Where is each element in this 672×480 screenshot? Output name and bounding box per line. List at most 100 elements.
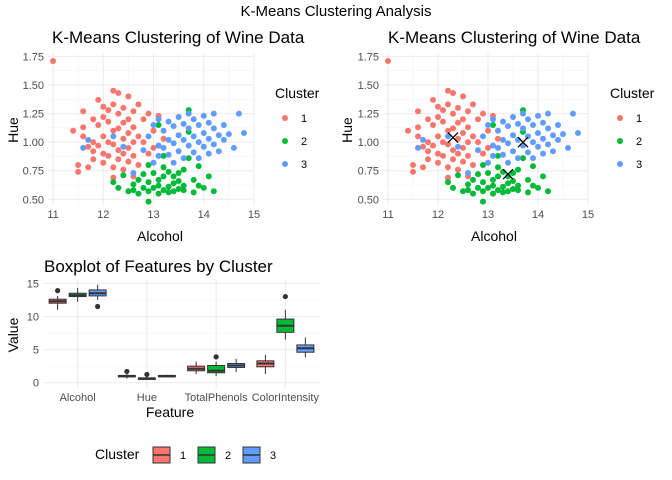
y-tick-label: 0.75: [358, 166, 379, 178]
data-point-cluster-1: [120, 135, 127, 142]
data-point-cluster-1: [415, 133, 421, 140]
legend-key-cluster-2: [197, 446, 216, 464]
data-point-cluster-1: [440, 107, 446, 114]
data-point-cluster-1: [115, 147, 122, 154]
data-point-cluster-1: [430, 122, 436, 128]
y-tick-label: 15: [27, 278, 39, 290]
data-point-cluster-3: [480, 133, 486, 140]
data-point-cluster-2: [530, 163, 536, 170]
box-ColorIntensity-cluster-3: [296, 337, 315, 358]
data-point-cluster-1: [450, 90, 456, 96]
data-point-cluster-1: [85, 143, 92, 150]
data-point-cluster-3: [520, 125, 526, 132]
data-point-cluster-3: [530, 122, 536, 128]
legend-label-cluster-2: 2: [636, 136, 642, 148]
data-point-cluster-1: [445, 174, 451, 181]
box-ColorIntensity-cluster-2: [276, 293, 295, 340]
data-point-cluster-1: [425, 156, 431, 163]
data-point-cluster-3: [540, 119, 546, 126]
data-point-cluster-3: [515, 155, 521, 162]
data-point-cluster-3: [540, 150, 546, 157]
data-point-cluster-1: [105, 107, 112, 114]
legend-label-cluster-1: 1: [301, 113, 307, 125]
data-point-cluster-2: [140, 171, 147, 178]
y-tick-label: 10: [27, 311, 39, 323]
data-point-cluster-2: [150, 170, 157, 176]
legend-key-cluster-3: [242, 446, 261, 464]
legend-label-cluster-3: 3: [636, 159, 642, 171]
data-point-cluster-2: [480, 198, 486, 205]
boxplot-panel: Boxplot of Features by Cluster 0 5 10 15 Al…: [5, 257, 320, 420]
data-point-cluster-1: [70, 127, 77, 134]
data-point-cluster-1: [100, 159, 107, 166]
data-point-cluster-1: [110, 87, 117, 94]
data-point-cluster-3: [555, 136, 561, 143]
data-point-cluster-2: [520, 155, 526, 162]
x-tick-label: 14: [198, 209, 210, 221]
data-point-cluster-1: [135, 133, 142, 140]
data-point-cluster-1: [120, 166, 127, 173]
data-point-cluster-3: [575, 130, 581, 136]
data-point-cluster-1: [415, 108, 421, 115]
data-point-cluster-1: [495, 135, 501, 142]
x-tick-label: Hue: [137, 392, 157, 404]
panel-1-y-axis-title: Hue: [5, 117, 21, 143]
data-point-cluster-3: [545, 110, 551, 117]
data-point-cluster-2: [470, 176, 476, 183]
data-point-cluster-3: [170, 159, 177, 166]
data-point-cluster-2: [145, 198, 152, 205]
data-point-cluster-3: [560, 131, 566, 138]
data-point-cluster-2: [160, 187, 167, 194]
x-tick-label: Alcohol: [60, 392, 96, 404]
data-point-cluster-3: [515, 120, 521, 127]
data-point-cluster-1: [90, 139, 97, 146]
data-point-cluster-3: [155, 152, 162, 159]
data-point-cluster-3: [550, 148, 556, 155]
data-point-cluster-3: [505, 123, 511, 130]
data-point-cluster-2: [185, 155, 192, 162]
data-point-cluster-1: [80, 108, 87, 115]
data-point-cluster-2: [510, 186, 516, 192]
data-point-cluster-3: [535, 130, 541, 136]
data-point-cluster-2: [450, 184, 456, 191]
data-point-cluster-1: [125, 116, 132, 123]
data-point-cluster-2: [155, 122, 162, 128]
data-point-cluster-2: [115, 184, 122, 191]
data-point-cluster-3: [415, 144, 421, 151]
outlier-point: [213, 354, 219, 360]
data-point-cluster-1: [430, 142, 436, 149]
boxplot-x-axis-title: Feature: [146, 404, 194, 420]
data-point-cluster-1: [425, 139, 431, 146]
data-point-cluster-3: [520, 110, 526, 117]
legend-key-cluster-2: [617, 138, 623, 144]
y-tick-label: 0: [33, 378, 39, 390]
data-point-cluster-1: [455, 150, 461, 157]
data-point-cluster-1: [135, 162, 142, 168]
y-tick-label: 1.50: [358, 80, 379, 92]
data-point-cluster-2: [210, 188, 217, 195]
legend-key-cluster-1: [152, 446, 171, 464]
data-point-cluster-3: [555, 122, 561, 128]
data-point-cluster-1: [130, 152, 137, 159]
data-point-cluster-1: [145, 110, 152, 117]
data-point-cluster-3: [175, 114, 182, 120]
data-point-cluster-2: [460, 188, 466, 195]
data-point-cluster-1: [125, 144, 132, 151]
data-point-cluster-1: [85, 164, 92, 171]
data-point-cluster-2: [145, 188, 152, 195]
data-point-cluster-1: [95, 96, 102, 103]
data-point-cluster-3: [500, 151, 506, 158]
data-point-cluster-1: [110, 141, 117, 148]
data-point-cluster-2: [510, 178, 516, 184]
y-tick-label: 1.75: [23, 51, 44, 63]
y-tick-label: 1.00: [23, 137, 44, 149]
data-point-cluster-3: [455, 143, 461, 150]
data-point-cluster-1: [470, 101, 476, 108]
data-point-cluster-2: [180, 182, 187, 189]
data-point-cluster-3: [545, 125, 551, 132]
data-point-cluster-3: [475, 147, 481, 154]
panel-1-legend: Cluster 1 2 3: [275, 85, 320, 171]
data-point-cluster-1: [100, 114, 107, 120]
data-point-cluster-2: [195, 163, 202, 170]
